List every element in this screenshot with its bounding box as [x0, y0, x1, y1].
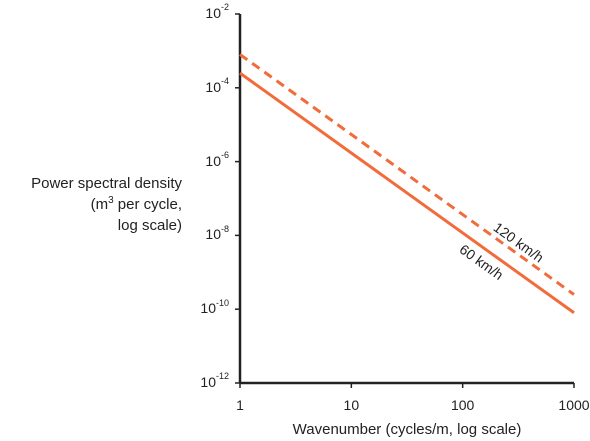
y-tick-label: 10-6 — [205, 149, 229, 169]
y-tick-label: 10-12 — [200, 371, 229, 390]
y-axis-label-line-2: (m3 per cycle, — [90, 195, 182, 214]
y-axis-label-line-1: Power spectral density — [31, 175, 182, 192]
y-tick-label: 10-2 — [205, 2, 229, 21]
x-tick-label: 1 — [236, 397, 244, 413]
series-line-60-km-h — [239, 71, 575, 314]
y-axis-label: Power spectral density (m3 per cycle, lo… — [0, 173, 182, 236]
x-axis-label: Wavenumber (cycles/m, log scale) — [292, 421, 522, 438]
y-axis-label-line-3: log scale) — [117, 217, 182, 234]
y-tick-label: 10-8 — [205, 223, 229, 243]
y-tick-label: 10-10 — [200, 297, 229, 317]
y-tick-marks — [235, 13, 240, 384]
y-tick-label: 10-4 — [205, 76, 229, 95]
x-tick-label: 100 — [450, 397, 475, 413]
x-tick-marks — [239, 383, 575, 388]
x-tick-label: 1000 — [558, 397, 590, 413]
series-line-120-km-h — [239, 53, 575, 296]
series-lines — [239, 53, 575, 314]
x-tick-label: 10 — [343, 397, 360, 413]
